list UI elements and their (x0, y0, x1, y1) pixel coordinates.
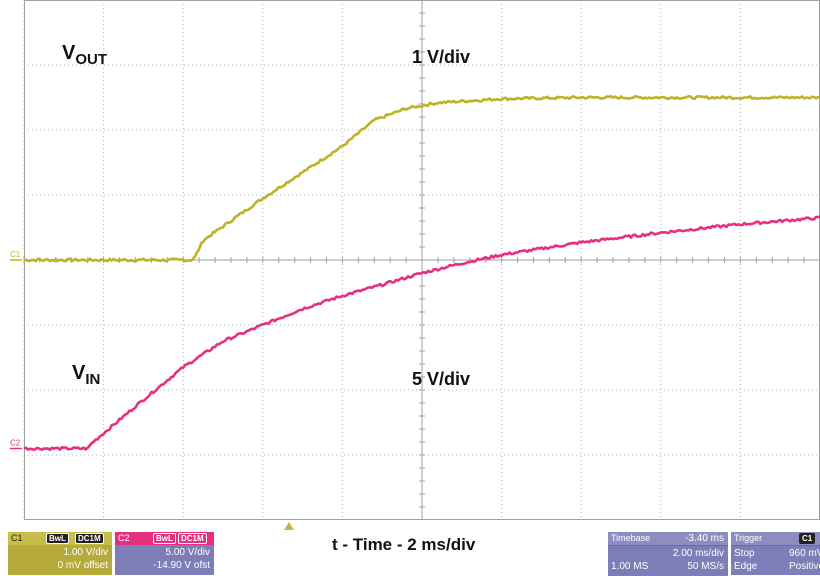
channel-markers: C1 C2 (10, 250, 22, 450)
timebase-rate: 50 MS/s (687, 561, 724, 572)
status-bar: C1 BwL DC1M 1.00 V/div 0 mV offset C2 Bw… (0, 520, 820, 576)
timebase-descriptor[interactable]: Timebase -3.40 ms 2.00 ms/div 1.00 MS 50… (608, 532, 728, 576)
trigger-descriptor[interactable]: Trigger C1 Stop 960 mV Edge Positive (731, 532, 820, 575)
c2-scale: 5.00 V/div (165, 547, 210, 558)
trigger-position-icon (284, 522, 294, 530)
trigger-level: 960 mV (789, 548, 820, 559)
c2-descriptor[interactable]: C2 BwL DC1M 5.00 V/div -14.90 V ofst (115, 532, 214, 575)
timebase-title: Timebase (611, 533, 651, 543)
timebase-position: -3.40 ms (685, 533, 724, 544)
c2-offset: -14.90 V ofst (153, 560, 210, 571)
trigger-title: Trigger (734, 533, 763, 543)
timebase-samples: 1.00 MS (611, 561, 649, 572)
trigger-channel-badge: C1 (799, 533, 816, 544)
c2-channel-id: C2 (118, 533, 130, 543)
vout-scale-annotation: 1 V/div (412, 47, 471, 67)
c1-bwl-badge: BwL (46, 533, 69, 544)
c1-descriptor[interactable]: C1 BwL DC1M 1.00 V/div 0 mV offset (8, 532, 112, 575)
vin-label: VIN (72, 362, 101, 388)
trace-vin (23, 215, 820, 452)
oscilloscope-screen: C1 C2 VOUT 1 V/div VIN 5 V/div (10, 0, 820, 521)
c1-channel-id: C1 (11, 533, 23, 543)
c1-offset: 0 mV offset (57, 560, 108, 571)
waveform-plot: C1 C2 (10, 0, 820, 521)
c1-scale: 1.00 V/div (63, 547, 108, 558)
trigger-mode: Stop (734, 548, 755, 559)
trace-vout (23, 94, 820, 263)
traces (23, 94, 820, 452)
c1-coupling-badge: DC1M (75, 533, 104, 544)
c2-bwl-badge: BwL (153, 533, 176, 544)
c2-coupling-badge: DC1M (178, 533, 207, 544)
timebase-scale: 2.00 ms/div (672, 548, 724, 559)
channel-marker-2: C2 (10, 439, 21, 448)
trigger-slope: Positive (789, 561, 820, 572)
x-axis-caption: t - Time - 2 ms/div (332, 535, 476, 554)
trigger-type: Edge (734, 561, 758, 572)
channel-marker-1: C1 (10, 250, 21, 259)
vout-label: VOUT (62, 42, 108, 68)
vin-scale-annotation: 5 V/div (412, 369, 471, 389)
